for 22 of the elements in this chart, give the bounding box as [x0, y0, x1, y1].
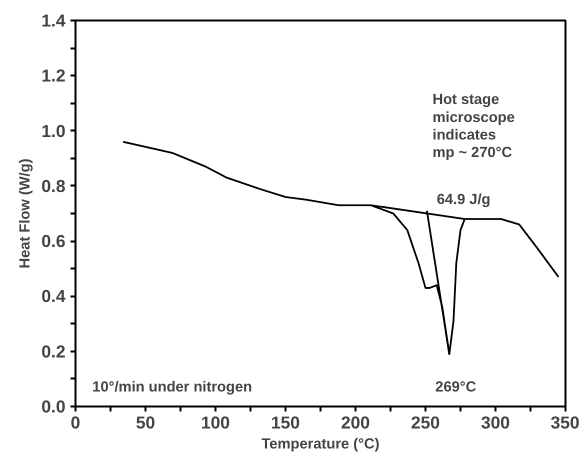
annotation: 269°C	[435, 379, 477, 396]
x-tick-label: 150	[271, 412, 300, 432]
y-tick-label: 0.8	[41, 176, 66, 196]
y-tick-label: 0.2	[41, 341, 66, 362]
x-tick-label: 0	[70, 412, 80, 432]
x-axis-title: Temperature (°C)	[262, 436, 380, 452]
y-tick-label: 1.2	[41, 66, 66, 86]
y-tick-label: 0.4	[41, 286, 66, 306]
x-tick-label: 350	[550, 412, 579, 432]
x-tick-label: 250	[411, 412, 440, 432]
annotation: 10°/min under nitrogen	[92, 379, 252, 396]
y-tick-label: 0.6	[41, 231, 66, 252]
y-tick-label: 1.4	[41, 10, 66, 30]
y-axis-title: Heat Flow (W/g)	[17, 158, 34, 268]
annotation: 64.9 J/g	[436, 192, 490, 208]
annotation: Hot stage microscope indicates mp ~ 270°C	[432, 92, 515, 161]
x-tick-label: 50	[136, 412, 156, 432]
y-tick-label: 0.0	[41, 396, 66, 416]
x-tick-label: 200	[341, 412, 370, 432]
x-tick-label: 300	[481, 412, 510, 432]
x-tick-label: 100	[201, 412, 230, 432]
y-tick-label: 1.0	[41, 120, 66, 141]
